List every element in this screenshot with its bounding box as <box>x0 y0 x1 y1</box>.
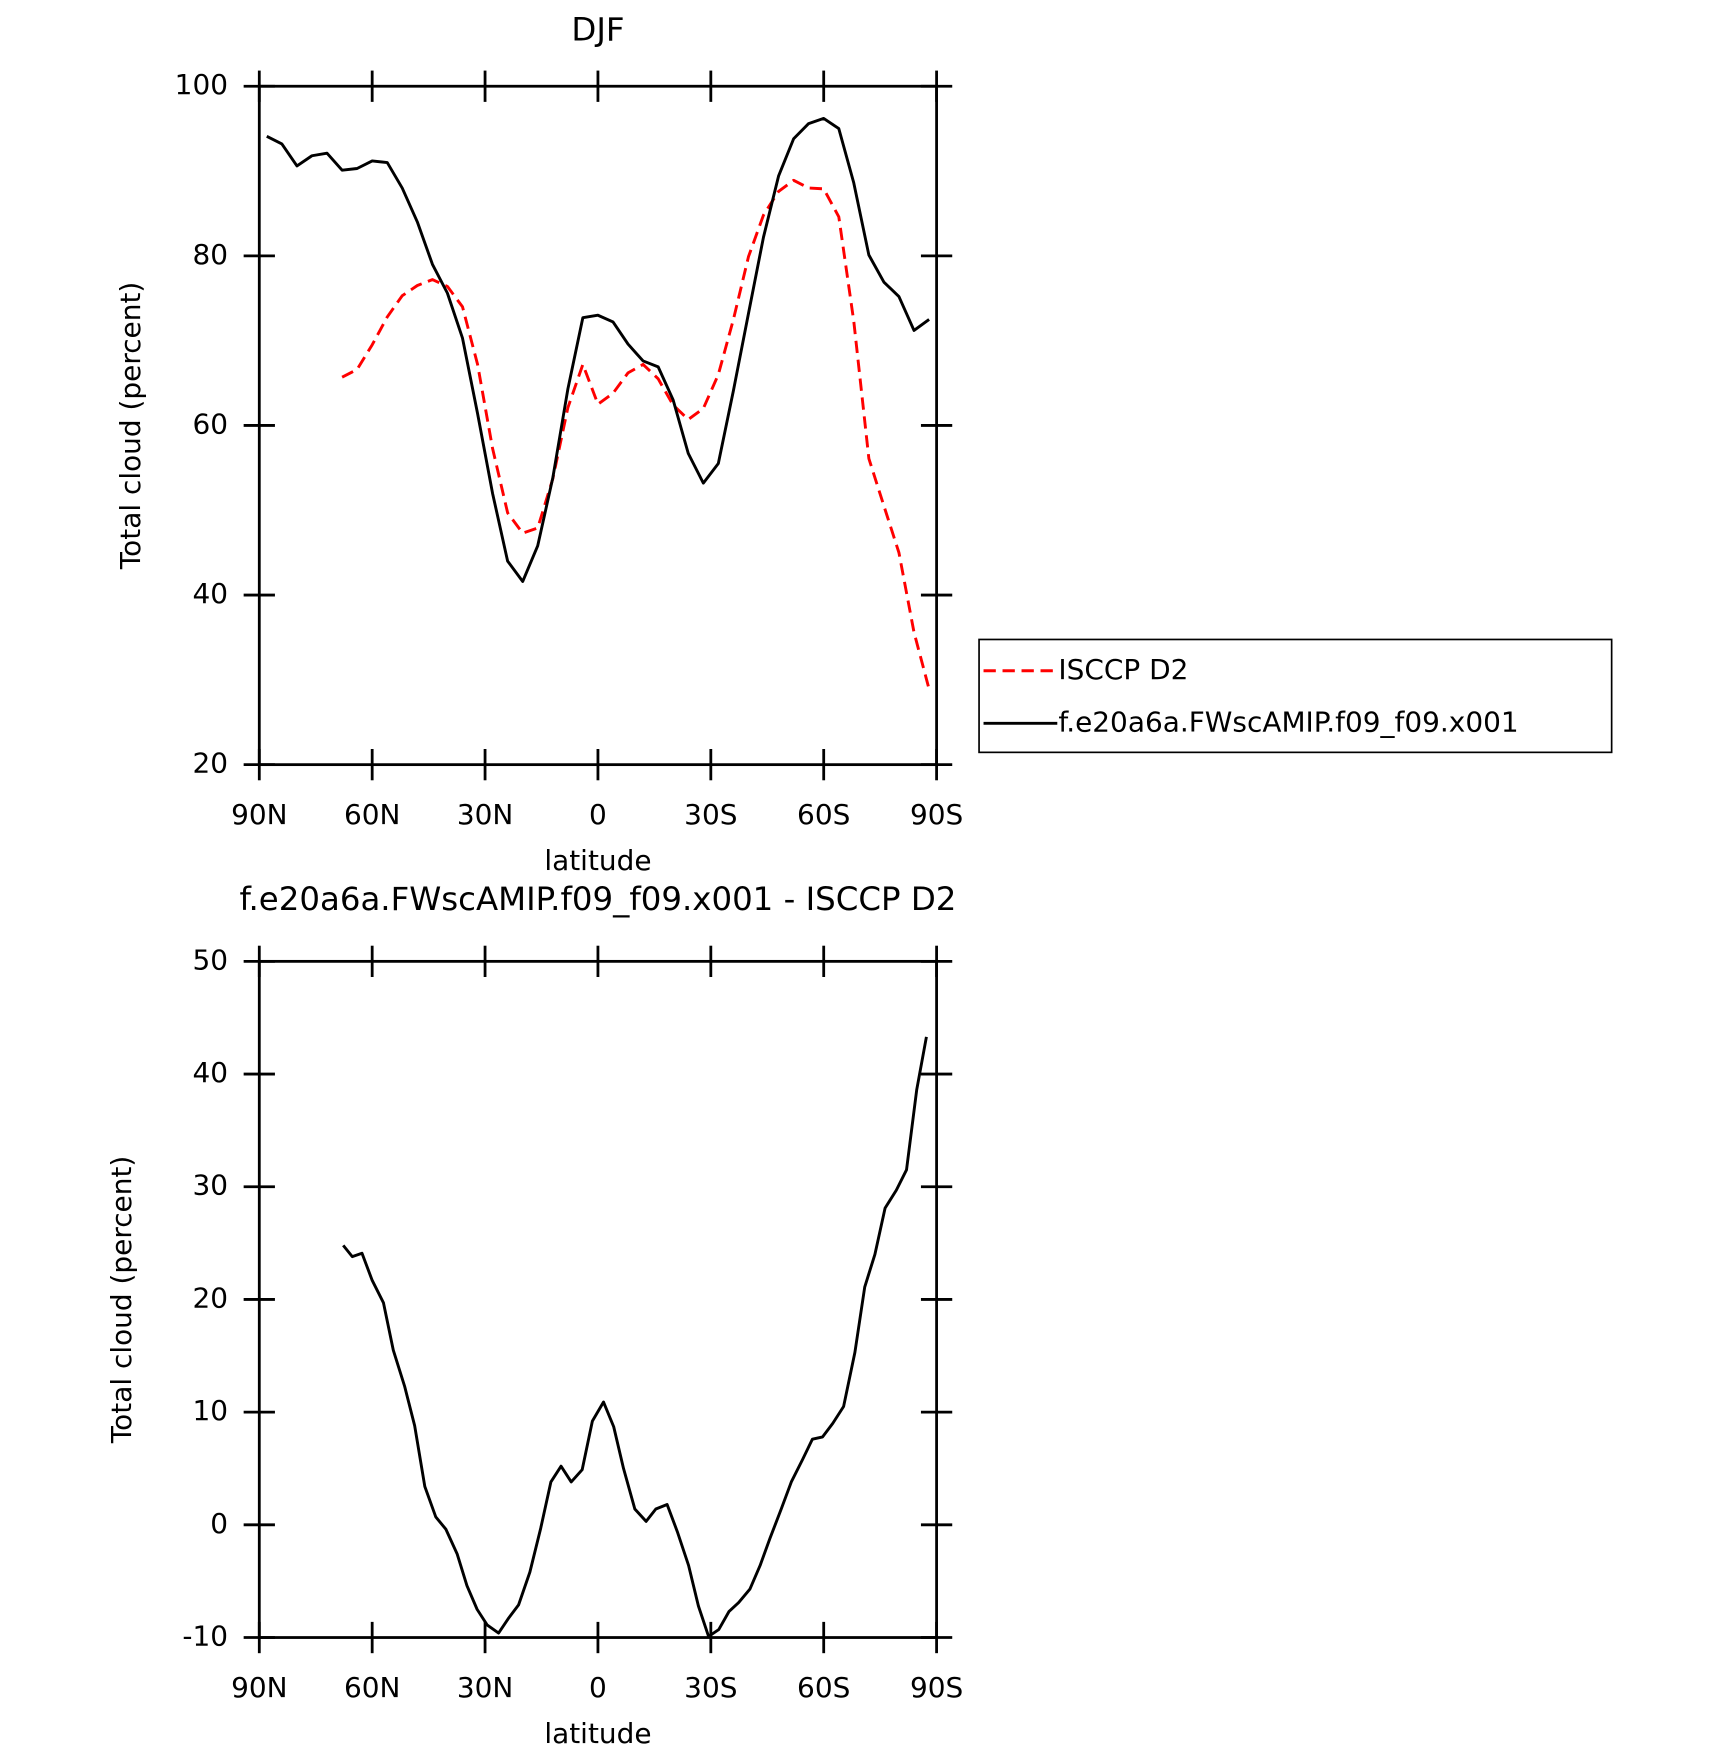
y-tick-label: -10 <box>182 1620 228 1653</box>
y-tick-label: 40 <box>192 577 228 610</box>
x-tick-label: 0 <box>589 1671 607 1704</box>
chart-title: f.e20a6a.FWscAMIP.f09_f09.x001 - ISCCP D… <box>239 880 956 918</box>
x-tick-label: 30N <box>457 798 513 831</box>
legend-label: ISCCP D2 <box>1058 653 1188 686</box>
plot-frame <box>257 959 938 1639</box>
x-tick-label: 0 <box>589 798 607 831</box>
data-line <box>266 116 930 583</box>
x-tick-label: 30S <box>684 1671 737 1704</box>
x-tick-label: 60S <box>797 798 850 831</box>
y-tick-label: 100 <box>175 68 228 101</box>
y-tick-label: 0 <box>210 1507 228 1540</box>
data-line <box>341 178 931 690</box>
y-tick-label: 50 <box>192 943 228 976</box>
x-tick-label: 90N <box>231 1671 287 1704</box>
y-axis-title: Total cloud (percent) <box>105 1156 138 1444</box>
legend-box <box>978 638 1613 754</box>
x-tick-label: 60N <box>344 798 400 831</box>
x-tick-label: 90S <box>910 798 963 831</box>
x-tick-label: 90N <box>231 798 287 831</box>
x-tick-label: 90S <box>910 1671 963 1704</box>
x-tick-label: 30N <box>457 1671 513 1704</box>
y-tick-label: 60 <box>192 407 228 440</box>
data-line <box>342 1036 928 1638</box>
chart-title: DJF <box>571 10 624 48</box>
x-tick-label: 60S <box>797 1671 850 1704</box>
y-tick-label: 20 <box>192 1281 228 1314</box>
y-tick-label: 40 <box>192 1056 228 1089</box>
y-tick-label: 30 <box>192 1169 228 1202</box>
y-tick-label: 80 <box>192 238 228 271</box>
y-tick-label: 20 <box>192 747 228 780</box>
plot-frame <box>257 84 938 767</box>
y-axis-title: Total cloud (percent) <box>114 282 147 570</box>
x-tick-label: 30S <box>684 798 737 831</box>
x-axis-title: latitude <box>544 844 651 877</box>
legend-label: f.e20a6a.FWscAMIP.f09_f09.x001 <box>1058 705 1518 738</box>
x-axis-title: latitude <box>544 1717 651 1745</box>
x-tick-label: 60N <box>344 1671 400 1704</box>
y-tick-label: 10 <box>192 1394 228 1427</box>
